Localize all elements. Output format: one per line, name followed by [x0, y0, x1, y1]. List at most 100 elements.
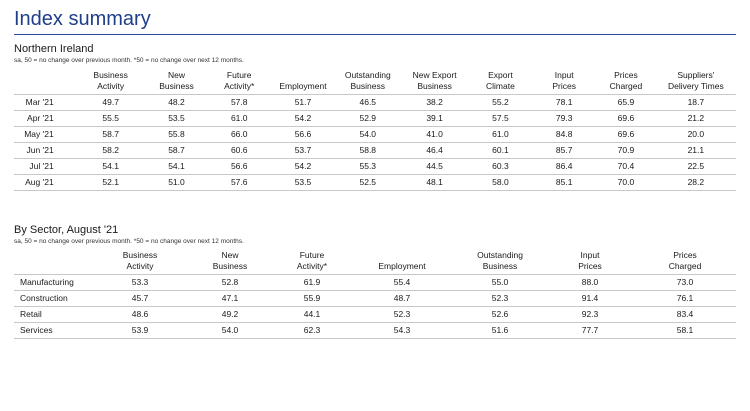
- title-divider: [14, 34, 736, 35]
- ni-column-header: Suppliers' Delivery Times: [655, 70, 736, 95]
- sector-column-header-line: Activity: [126, 261, 154, 271]
- ni-value-cell: 85.1: [532, 174, 597, 191]
- ni-value-cell: 49.7: [75, 94, 146, 111]
- ni-value-cell: 20.0: [655, 126, 736, 143]
- ni-value-cell: 69.6: [596, 126, 656, 143]
- sector-value-cell: 76.1: [634, 290, 736, 307]
- sector-value-cell: 47.1: [186, 290, 274, 307]
- sector-row-label: Services: [14, 322, 94, 339]
- ni-value-cell: 69.6: [596, 110, 656, 127]
- ni-column-header-line: Business: [417, 81, 452, 91]
- ni-column-header-line: Business: [159, 81, 194, 91]
- ni-value-cell: 70.0: [596, 174, 656, 191]
- ni-value-cell: 54.0: [334, 126, 401, 143]
- ni-value-cell: 48.2: [145, 94, 208, 111]
- ni-column-header: Input Prices: [532, 70, 597, 95]
- sector-value-cell: 73.0: [634, 274, 736, 291]
- page-title: Index summary: [14, 8, 151, 30]
- ni-column-header-line: Prices: [552, 81, 576, 91]
- sector-column-header-line: Business: [482, 261, 518, 271]
- ni-value-cell: 52.1: [75, 174, 146, 191]
- ni-column-header-line: Prices: [614, 70, 638, 80]
- sector-column-header-line: Employment: [378, 261, 426, 271]
- sector-column-header-line: Prices: [578, 261, 602, 271]
- ni-value-cell: 21.2: [655, 110, 736, 127]
- ni-value-cell: 55.5: [75, 110, 146, 127]
- ni-column-header-line: Suppliers': [677, 70, 715, 80]
- table-row: Retail 48.6 49.2 44.1 52.3 52.6 92.3 83.4: [14, 306, 736, 323]
- table-row: Aug '21 52.1 51.0 57.6 53.5 52.5 48.1 58.0 85.1 7…: [14, 174, 736, 191]
- ni-value-cell: 54.1: [145, 158, 208, 175]
- ni-value-cell: 55.3: [334, 158, 401, 175]
- ni-column-header-line: Delivery Times: [667, 81, 724, 91]
- sector-value-cell: 44.1: [274, 306, 350, 323]
- sector-row-label: Retail: [14, 306, 94, 323]
- ni-column-header: Employment: [271, 70, 335, 95]
- sector-corner-cell: [14, 250, 94, 275]
- sector-value-cell: 53.9: [94, 322, 186, 339]
- sector-column-header-line: Charged: [668, 261, 702, 271]
- ni-value-cell: 18.7: [655, 94, 736, 111]
- table-row: May '21 58.7 55.8 66.0 56.6 54.0 41.0 61.0 84.8 6…: [14, 126, 736, 143]
- ni-value-cell: 78.1: [532, 94, 597, 111]
- table-row: Jun '21 58.2 58.7 60.6 53.7 58.8 46.4 60.1 85.7 7…: [14, 142, 736, 159]
- sector-value-cell: 52.3: [350, 306, 454, 323]
- table-row: Jul '21 54.1 54.1 56.6 54.2 55.3 44.5 60.3 86.4 7…: [14, 158, 736, 175]
- sector-column-header-line: New: [221, 250, 239, 260]
- sector-value-cell: 55.9: [274, 290, 350, 307]
- ni-value-cell: 70.4: [596, 158, 656, 175]
- ni-value-cell: 48.1: [400, 174, 469, 191]
- table-row: Construction 45.7 47.1 55.9 48.7 52.3 91.4 76.1: [14, 290, 736, 307]
- ni-column-header-line: Future: [226, 70, 252, 80]
- ni-corner-cell: [14, 70, 76, 95]
- ni-column-header: New Export Business: [400, 70, 469, 95]
- ni-row-label: Aug '21: [14, 174, 76, 191]
- ni-row-label: Jun '21: [14, 142, 76, 159]
- ni-column-header: Business Activity: [75, 70, 146, 95]
- ni-value-cell: 39.1: [400, 110, 469, 127]
- ni-value-cell: 58.7: [75, 126, 146, 143]
- sector-value-cell: 83.4: [634, 306, 736, 323]
- ni-row-label: May '21: [14, 126, 76, 143]
- sector-value-cell: 48.7: [350, 290, 454, 307]
- ni-value-cell: 70.9: [596, 142, 656, 159]
- ni-value-cell: 66.0: [207, 126, 272, 143]
- ni-value-cell: 79.3: [532, 110, 597, 127]
- ni-column-header: Outstanding Business: [334, 70, 401, 95]
- ni-heading: Northern Ireland: [14, 43, 94, 55]
- ni-value-cell: 58.8: [334, 142, 401, 159]
- ni-value-cell: 84.8: [532, 126, 597, 143]
- ni-value-cell: 57.8: [207, 94, 272, 111]
- ni-value-cell: 38.2: [400, 94, 469, 111]
- ni-value-cell: 52.5: [334, 174, 401, 191]
- sector-column-header-line: Business: [122, 250, 158, 260]
- ni-column-header: Future Activity*: [207, 70, 272, 95]
- sector-value-cell: 62.3: [274, 322, 350, 339]
- ni-column-header: Prices Charged: [596, 70, 656, 95]
- sector-value-cell: 58.1: [634, 322, 736, 339]
- sector-column-header: New Business: [186, 250, 274, 275]
- ni-value-cell: 60.6: [207, 142, 272, 159]
- sector-value-cell: 54.3: [350, 322, 454, 339]
- ni-value-cell: 28.2: [655, 174, 736, 191]
- sector-column-header-line: Future: [299, 250, 325, 260]
- sector-value-cell: 52.8: [186, 274, 274, 291]
- sector-value-cell: 48.6: [94, 306, 186, 323]
- ni-value-cell: 57.5: [468, 110, 533, 127]
- sector-column-header: Future Activity*: [274, 250, 350, 275]
- ni-column-header-line: New: [167, 70, 185, 80]
- ni-column-header-line: Charged: [609, 81, 643, 91]
- sector-table: Business Activity New Business Future Activit…: [14, 250, 736, 339]
- sector-row-label: Manufacturing: [14, 274, 94, 291]
- sector-column-header-line: Outstanding: [477, 250, 523, 260]
- table-row: Apr '21 55.5 53.5 61.0 54.2 52.9 39.1 57.5 79.3 6…: [14, 110, 736, 127]
- ni-value-cell: 85.7: [532, 142, 597, 159]
- ni-value-cell: 56.6: [207, 158, 272, 175]
- ni-value-cell: 58.2: [75, 142, 146, 159]
- sector-column-header-line: Input: [580, 250, 600, 260]
- sector-value-cell: 51.6: [454, 322, 546, 339]
- sector-column-header-line: [352, 250, 452, 261]
- ni-value-cell: 61.0: [468, 126, 533, 143]
- ni-column-header-line: Employment: [279, 81, 327, 91]
- ni-column-header-line: New Export: [412, 70, 457, 80]
